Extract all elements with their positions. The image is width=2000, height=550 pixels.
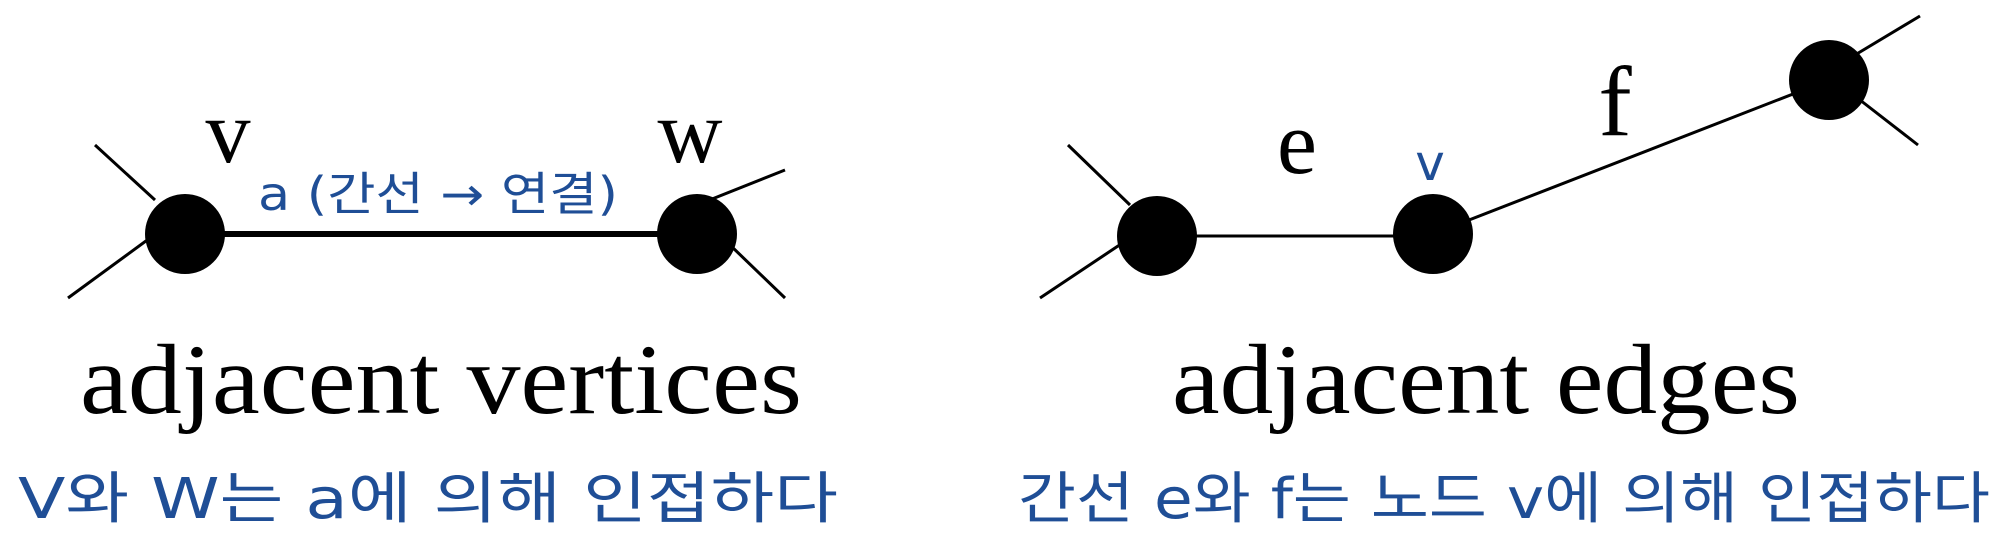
edge-f	[1432, 78, 1830, 236]
vertex-top-right	[1789, 40, 1869, 120]
right-caption: adjacent edges	[1172, 324, 1800, 435]
left-note: V와 W는 a에 의해 인접하다	[18, 467, 838, 532]
vertex-w	[657, 194, 737, 274]
edge-f-label: f	[1598, 46, 1632, 157]
vertex-w-label: w	[658, 83, 723, 182]
edge-annotation: a (간선 → 연결)	[258, 167, 618, 221]
right-diagram: e f v adjacent edges 간선 e와 f는 노드 v에 의해 인…	[1018, 14, 1990, 532]
stub-edge	[67, 236, 151, 300]
stub-edge	[1849, 14, 1921, 60]
stub-edge	[1859, 98, 1919, 147]
vertex-v-annotation: v	[1415, 134, 1445, 192]
stub-edge	[1039, 236, 1131, 300]
vertex-v	[1393, 194, 1473, 274]
stub-edge	[1066, 143, 1132, 207]
vertex-v-label: v	[206, 83, 251, 182]
vertex-v	[145, 194, 225, 274]
vertex-left	[1117, 196, 1197, 276]
right-note: 간선 e와 f는 노드 v에 의해 인접하다	[1018, 467, 1990, 532]
left-caption: adjacent vertices	[80, 324, 802, 435]
stub-edge	[93, 143, 157, 202]
stub-edge	[728, 243, 787, 300]
left-diagram: v w a (간선 → 연결) adjacent vertices V와 W는 …	[18, 83, 838, 532]
edge-e-label: e	[1277, 94, 1317, 193]
